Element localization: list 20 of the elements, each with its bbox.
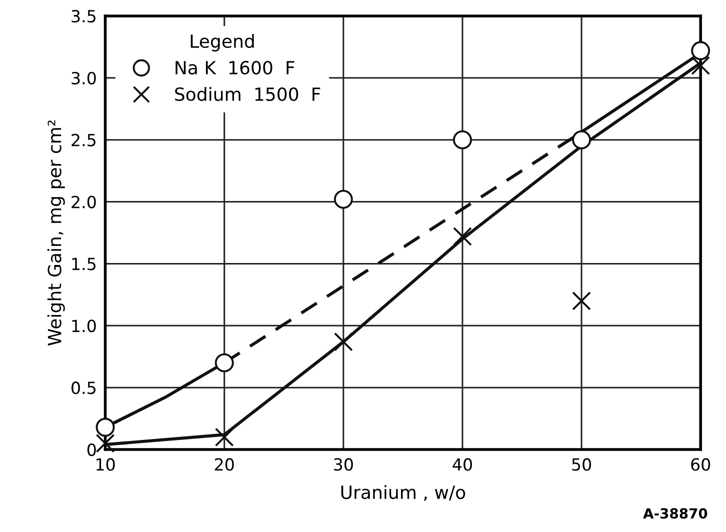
y-tick-label: 1.0 [72, 320, 96, 332]
legend-title: Legend [190, 34, 254, 52]
text: A-38870 [643, 508, 708, 519]
y-tick-label: 3.0 [72, 72, 96, 84]
legend-label: Na K 1600 F [176, 60, 294, 74]
legend-label: Sodium 1500 F [175, 87, 320, 101]
x-tick-label: 60 [691, 458, 710, 471]
y-tick-label: 1.5 [72, 258, 96, 270]
y-tick-label: 0 [87, 444, 96, 456]
y-tick-label: 2.5 [72, 134, 96, 146]
x-tick-label: 10 [96, 458, 115, 471]
y-axis-title: Weight Gain, mg per cm² [47, 120, 65, 346]
x-tick-label: 40 [452, 458, 472, 471]
x-axis-title: Uranium , w/o [341, 485, 466, 501]
x-tick-label: 20 [214, 458, 234, 471]
y-tick-label: 0.5 [72, 382, 96, 394]
y-tick-label: 3.5 [72, 10, 96, 23]
y-tick-label: 2.0 [72, 196, 96, 208]
x-tick-label: 30 [334, 458, 353, 471]
x-tick-label: 50 [572, 458, 592, 471]
